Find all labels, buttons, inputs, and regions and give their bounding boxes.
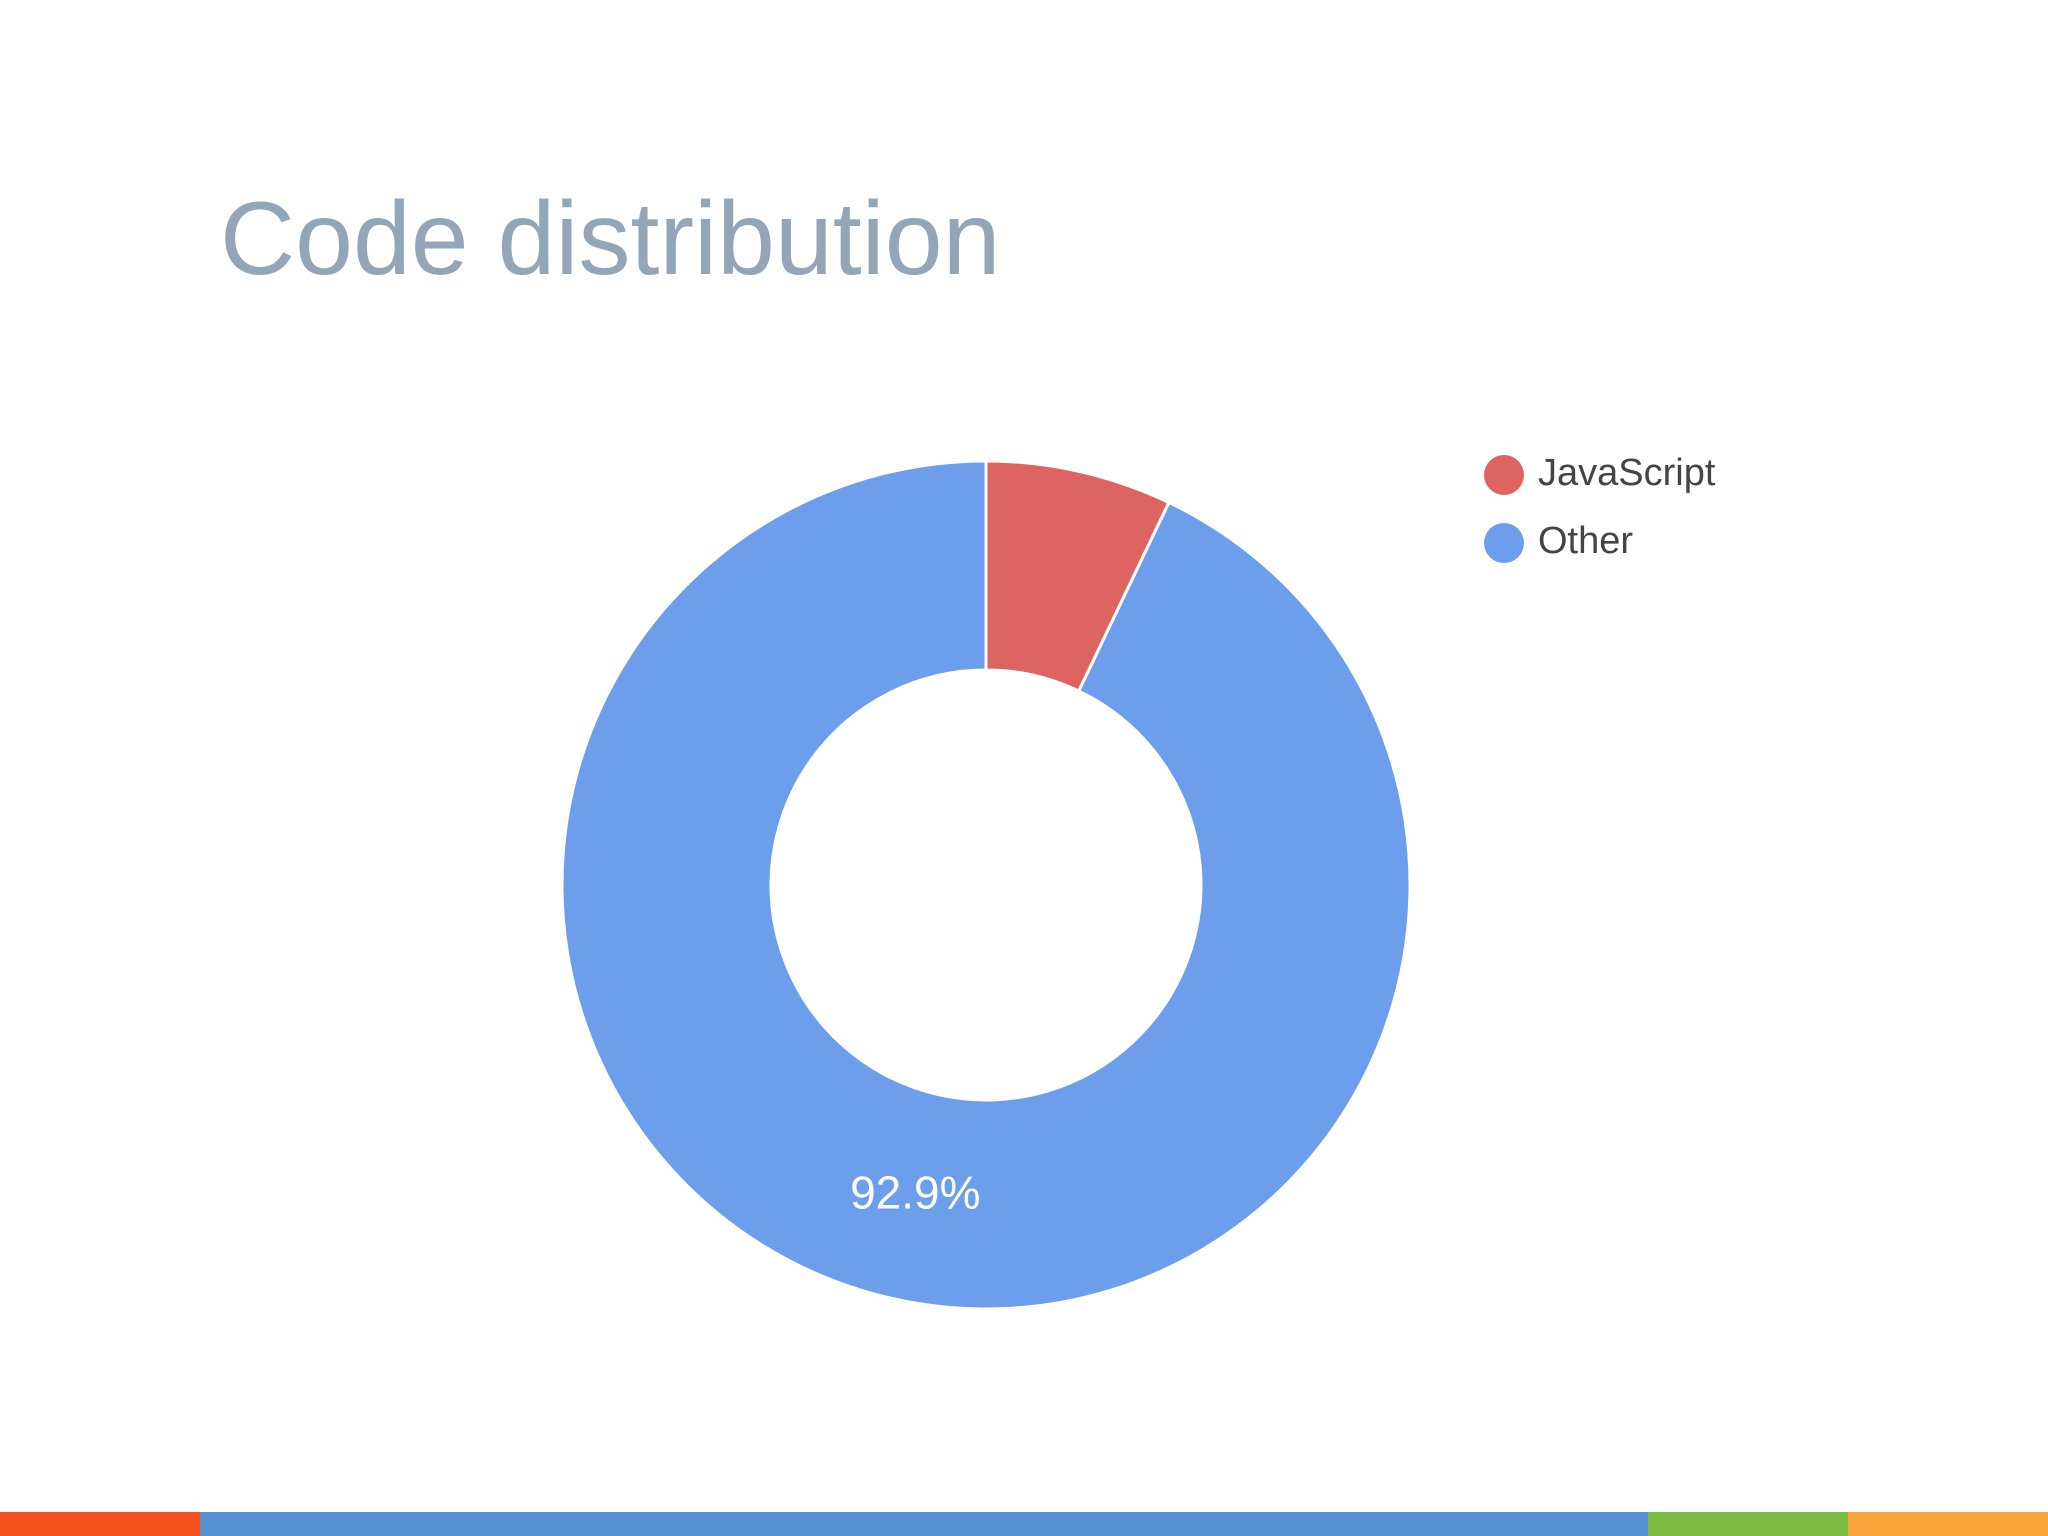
legend-marker (1484, 455, 1524, 495)
legend-label: Other (1538, 520, 1633, 562)
legend-marker (1484, 523, 1524, 563)
footer-stripe (0, 1512, 200, 1536)
value-label: 92.9% (850, 1167, 980, 1219)
footer-stripe (1648, 1512, 1848, 1536)
chart-title: Code distribution (220, 181, 1000, 297)
footer-stripe (1848, 1512, 2048, 1536)
legend-label: JavaScript (1538, 452, 1716, 494)
footer-stripe (200, 1512, 1648, 1536)
donut-slice (560, 459, 1412, 1311)
donut-chart: 92.9% JavaScript Other (560, 452, 1716, 1311)
